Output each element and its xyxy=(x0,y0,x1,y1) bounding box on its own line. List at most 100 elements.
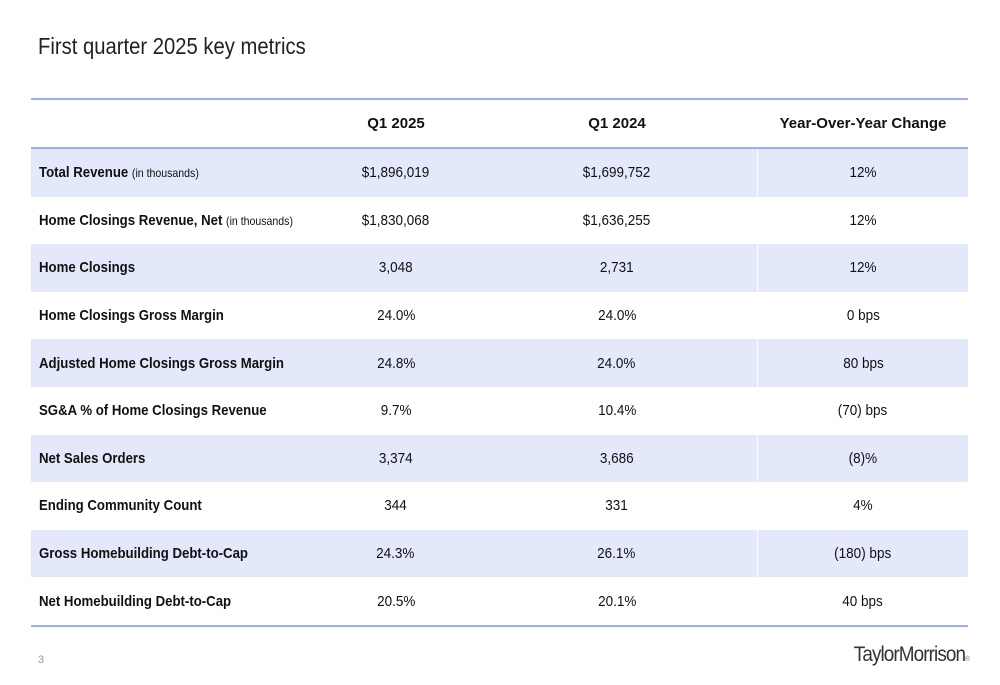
table-row: Net Sales Orders 3,374 3,686 (8)% xyxy=(31,434,968,483)
value-q1-2025-cell: 3,374 xyxy=(316,450,476,467)
value-q1-2025-cell: $1,896,019 xyxy=(316,164,476,181)
metric-label: Adjusted Home Closings Gross Margin xyxy=(39,354,284,372)
key-metrics-table: Q1 2025 Q1 2024 Year-Over-Year Change To… xyxy=(31,98,968,627)
value-yoy-change-cell: 12% xyxy=(758,197,968,245)
table-row: Gross Homebuilding Debt-to-Cap 24.3% 26.1%… xyxy=(31,529,968,578)
value-yoy-change: 40 bps xyxy=(842,592,884,610)
value-yoy-change: 80 bps xyxy=(842,354,884,372)
value-yoy-change: 12% xyxy=(849,211,877,229)
metric-cell: Home Closings Revenue, Net (in thousands… xyxy=(31,212,316,229)
value-q1-2024-cell: 2,731 xyxy=(476,259,758,276)
value-q1-2024: 20.1% xyxy=(597,592,637,610)
value-q1-2025-cell: 24.8% xyxy=(316,355,476,372)
value-q1-2025-cell: 24.0% xyxy=(316,307,476,324)
header-q1-2025: Q1 2025 xyxy=(367,115,425,132)
table-row: Ending Community Count 344 331 4% xyxy=(31,482,968,530)
value-yoy-change-cell: (70) bps xyxy=(758,387,968,435)
value-q1-2024: 26.1% xyxy=(597,545,636,563)
value-q1-2024-cell: 24.0% xyxy=(476,355,758,372)
value-q1-2025: $1,830,068 xyxy=(362,211,430,229)
value-q1-2024: 10.4% xyxy=(597,402,637,420)
table-row: Home Closings 3,048 2,731 12% xyxy=(31,244,968,292)
value-q1-2024: 24.0% xyxy=(597,354,636,372)
value-q1-2025-cell: 3,048 xyxy=(316,259,476,276)
table-row: SG&A % of Home Closings Revenue 9.7% 10.4%… xyxy=(31,387,968,435)
value-q1-2025-cell: 20.5% xyxy=(316,593,476,610)
value-q1-2024-cell: $1,699,752 xyxy=(476,164,758,181)
value-q1-2025: 3,374 xyxy=(378,449,413,467)
value-q1-2025: 344 xyxy=(384,497,408,515)
metric-unit: (in thousands) xyxy=(226,213,293,228)
metric-label: Net Homebuilding Debt-to-Cap xyxy=(39,592,232,610)
value-q1-2025: 24.8% xyxy=(376,354,416,372)
page-number: 3 xyxy=(38,654,45,666)
value-yoy-change-cell: 40 bps xyxy=(758,577,968,625)
value-yoy-change-cell: 0 bps xyxy=(758,292,968,340)
metric-cell: Total Revenue (in thousands) xyxy=(31,164,316,181)
value-q1-2024: 2,731 xyxy=(599,259,634,277)
metric-label: Ending Community Count xyxy=(39,497,202,515)
value-q1-2024-cell: $1,636,255 xyxy=(476,212,758,229)
value-q1-2025: 24.3% xyxy=(376,545,415,563)
metric-label: Net Sales Orders xyxy=(39,449,146,467)
table-header-row: Q1 2025 Q1 2024 Year-Over-Year Change xyxy=(31,100,968,149)
value-q1-2025: 3,048 xyxy=(378,259,413,277)
metric-label: Home Closings xyxy=(39,259,136,277)
value-q1-2024-cell: 26.1% xyxy=(476,545,758,562)
metric-label: Home Closings Gross Margin xyxy=(39,307,224,325)
logo-text: TaylorMorrison xyxy=(853,643,966,666)
value-yoy-change-cell: 12% xyxy=(757,244,968,292)
value-yoy-change-cell: (8)% xyxy=(757,434,968,483)
value-yoy-change: (180) bps xyxy=(834,545,892,563)
value-q1-2024-cell: 331 xyxy=(476,497,758,514)
value-q1-2025: 9.7% xyxy=(380,402,412,420)
header-yoy-change: Year-Over-Year Change xyxy=(779,115,947,132)
value-yoy-change-cell: 80 bps xyxy=(757,339,968,387)
value-q1-2024: $1,699,752 xyxy=(582,164,651,182)
value-q1-2024-cell: 20.1% xyxy=(476,593,758,610)
value-q1-2024-cell: 3,686 xyxy=(476,450,758,467)
value-yoy-change-cell: 12% xyxy=(757,149,968,197)
value-q1-2025-cell: 344 xyxy=(316,497,476,514)
value-yoy-change: (70) bps xyxy=(838,402,888,420)
header-q1-2024: Q1 2024 xyxy=(588,115,646,132)
value-yoy-change-cell: (180) bps xyxy=(757,529,968,578)
metric-label: Gross Homebuilding Debt-to-Cap xyxy=(39,545,248,563)
logo-registered-mark: ® xyxy=(965,656,970,663)
table-row: Home Closings Gross Margin 24.0% 24.0% 0 bp… xyxy=(31,292,968,340)
metric-cell: Gross Homebuilding Debt-to-Cap xyxy=(31,545,316,562)
metric-label: Total Revenue (in thousands) xyxy=(39,164,199,182)
metric-unit: (in thousands) xyxy=(131,166,199,181)
metric-cell: Ending Community Count xyxy=(31,497,316,514)
value-q1-2025: $1,896,019 xyxy=(361,164,430,182)
value-q1-2024: 3,686 xyxy=(599,449,634,467)
value-q1-2024-cell: 10.4% xyxy=(476,402,758,419)
table-row: Adjusted Home Closings Gross Margin 24.8%… xyxy=(31,339,968,387)
metric-label: SG&A % of Home Closings Revenue xyxy=(39,402,267,420)
value-yoy-change: 12% xyxy=(849,164,877,182)
value-q1-2024: 331 xyxy=(605,497,629,515)
value-q1-2025-cell: $1,830,068 xyxy=(316,212,476,229)
page-title: First quarter 2025 key metrics xyxy=(38,33,306,59)
metric-cell: Home Closings Gross Margin xyxy=(31,307,316,324)
value-yoy-change: (8)% xyxy=(848,449,878,467)
value-yoy-change-cell: 4% xyxy=(758,482,968,530)
value-q1-2025: 20.5% xyxy=(376,592,416,610)
value-q1-2024: $1,636,255 xyxy=(583,211,651,229)
metric-cell: Net Homebuilding Debt-to-Cap xyxy=(31,593,316,610)
table-row: Home Closings Revenue, Net (in thousands… xyxy=(31,197,968,245)
metric-cell: Adjusted Home Closings Gross Margin xyxy=(31,355,316,372)
value-q1-2025: 24.0% xyxy=(376,307,416,325)
value-q1-2025-cell: 9.7% xyxy=(316,402,476,419)
metric-cell: SG&A % of Home Closings Revenue xyxy=(31,402,316,419)
value-q1-2024: 24.0% xyxy=(597,307,637,325)
value-q1-2025-cell: 24.3% xyxy=(316,545,476,562)
table-row: Total Revenue (in thousands) $1,896,019 $1… xyxy=(31,149,968,197)
table-body: Total Revenue (in thousands) $1,896,019 $1… xyxy=(31,149,968,625)
table-row: Net Homebuilding Debt-to-Cap 20.5% 20.1% 40… xyxy=(31,577,968,625)
value-yoy-change: 0 bps xyxy=(846,307,880,325)
metric-cell: Home Closings xyxy=(31,259,316,276)
value-q1-2024-cell: 24.0% xyxy=(476,307,758,324)
metric-label: Home Closings Revenue, Net (in thousands… xyxy=(39,211,293,229)
value-yoy-change: 12% xyxy=(849,259,877,277)
